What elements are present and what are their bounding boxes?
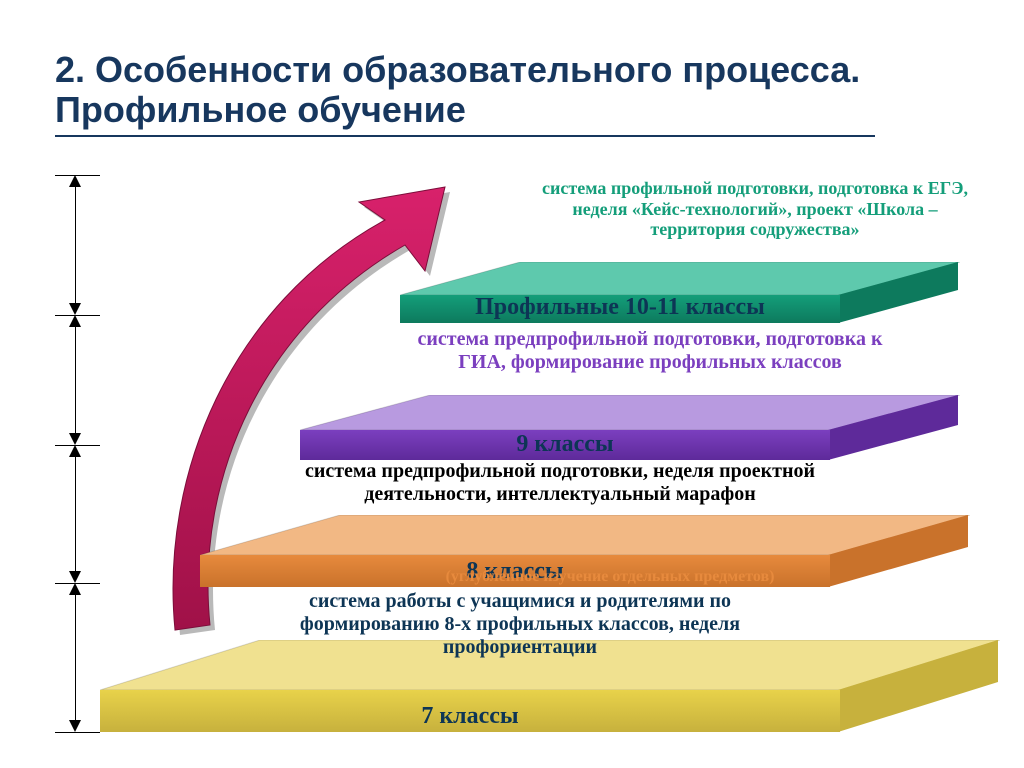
bracket-tick: [55, 732, 100, 733]
arrowhead-down-icon: [69, 303, 81, 315]
step-front: 9 классы: [300, 430, 830, 460]
title-text: 2. Особенности образовательного процесса…: [55, 49, 860, 130]
slide: { "title": { "text": "2. Особенности обр…: [0, 0, 1024, 768]
step-side: [838, 640, 1002, 734]
step-description: система предпрофильной подготовки, подго…: [410, 328, 890, 374]
arrowhead-up-icon: [69, 315, 81, 327]
step-front: 7 классы: [100, 690, 840, 732]
step-description: система предпрофильной подготовки, недел…: [280, 460, 840, 506]
slide-title: 2. Особенности образовательного процесса…: [55, 50, 955, 137]
title-underline: [55, 135, 875, 137]
arrowhead-down-icon: [69, 720, 81, 732]
arrowhead-up-icon: [69, 583, 81, 595]
step-label: 7 классы: [421, 703, 518, 730]
step-label: 9 классы: [516, 431, 613, 458]
arrowhead-down-icon: [69, 571, 81, 583]
step-description: система работы с учащимися и родителями …: [240, 590, 800, 659]
bracket-line: [75, 327, 76, 433]
step-side: [828, 395, 962, 462]
step-label: Профильные 10-11 классы: [475, 294, 765, 321]
arrowhead-down-icon: [69, 433, 81, 445]
step-side: [838, 262, 962, 325]
step-front: Профильные 10-11 классы: [400, 295, 840, 323]
arrowhead-up-icon: [69, 445, 81, 457]
bracket-line: [75, 595, 76, 720]
arrowhead-up-icon: [69, 175, 81, 187]
bracket-line: [75, 187, 76, 303]
step-description: система профильной подготовки, подготовк…: [540, 178, 970, 240]
bracket-line: [75, 457, 76, 571]
step-subtext: (углубленное изучение отдельных предмето…: [300, 568, 920, 586]
